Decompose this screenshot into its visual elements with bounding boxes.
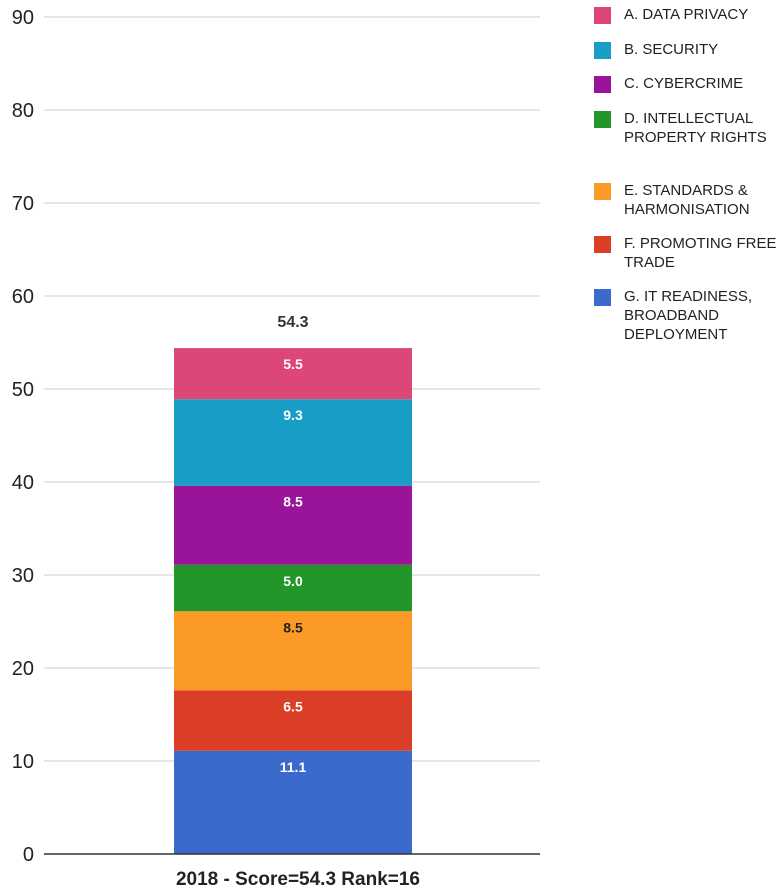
legend-swatch [594,42,611,59]
segment-value-label: 5.0 [283,573,303,589]
bar-segment [174,348,412,400]
bar-segment [174,611,412,691]
bar-segment [174,485,412,565]
segment-value-label: 8.5 [283,619,303,635]
legend-swatch [594,236,611,253]
legend-swatch [594,183,611,200]
legend-label: A. DATA PRIVACY [624,6,749,23]
y-tick-label: 90 [12,7,34,29]
y-axis-tick-labels: 0 10 20 30 40 50 60 70 80 90 [12,7,34,866]
segment-value-labels: 11.1 6.5 8.5 5.0 8.5 9.3 5.5 [280,356,307,775]
segment-value-label: 9.3 [283,407,303,423]
bar-total-label: 54.3 [277,314,308,331]
legend-swatch [594,111,611,128]
y-tick-label: 10 [12,751,34,773]
legend-label: C. CYBERCRIME [624,75,744,92]
segment-value-label: 8.5 [283,494,303,510]
legend-swatch [594,76,611,93]
bar-stack [174,348,412,854]
bar-segment [174,750,412,854]
legend-label: B. SECURITY [624,41,719,58]
bar-segment [174,564,412,612]
y-tick-label: 30 [12,565,34,587]
legend-swatch [594,7,611,24]
segment-value-label: 11.1 [280,759,307,775]
legend-swatch [594,289,611,306]
legend-label: F. PROMOTING FREE TRADE [624,235,777,271]
legend-label: G. IT READINESS, BROADBAND DEPLOYMENT [624,288,753,343]
segment-value-label: 5.5 [283,356,303,372]
legend-label: E. STANDARDS & HARMONISATION [624,182,750,218]
y-tick-label: 0 [23,844,34,866]
segment-value-label: 6.5 [283,698,303,714]
bar-segment [174,690,412,751]
y-tick-label: 50 [12,379,34,401]
y-tick-label: 20 [12,658,34,680]
y-tick-label: 60 [12,286,34,308]
y-tick-label: 40 [12,472,34,494]
bar-segment [174,399,412,486]
y-tick-label: 80 [12,100,34,122]
legend-label: D. INTELLECTUAL PROPERTY RIGHTS [624,110,767,146]
y-tick-label: 70 [12,193,34,215]
x-category-label: 2018 - Score=54.3 Rank=16 [176,869,420,890]
